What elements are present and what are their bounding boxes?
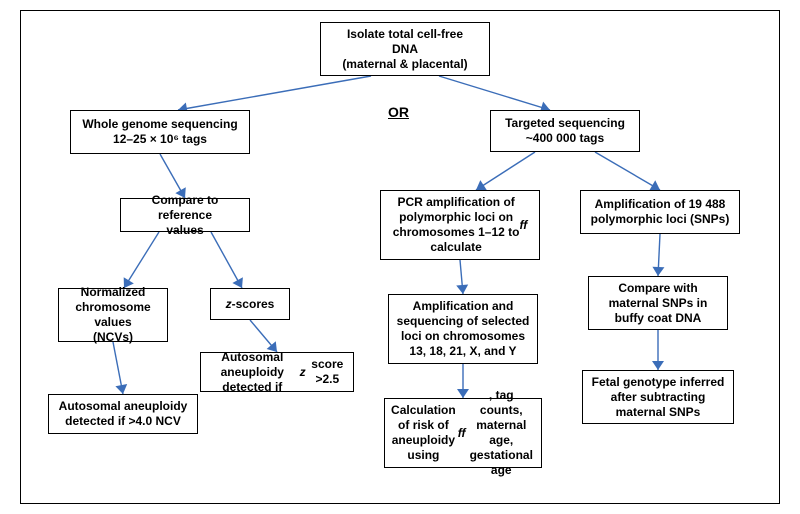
node-root: Isolate total cell-freeDNA(maternal & pl… bbox=[320, 22, 490, 76]
node-calc: Calculation of risk ofaneuploidy using f… bbox=[384, 398, 542, 468]
node-pcr: PCR amplification ofpolymorphic loci onc… bbox=[380, 190, 540, 260]
node-fetal: Fetal genotype inferredafter subtracting… bbox=[582, 370, 734, 424]
node-ncv_out: Autosomal aneuploidydetected if >4.0 NCV bbox=[48, 394, 198, 434]
node-ncv: Normalizedchromosome values(NCVs) bbox=[58, 288, 168, 342]
node-cmp_mat: Compare withmaternal SNPs inbuffy coat D… bbox=[588, 276, 728, 330]
node-wgs: Whole genome sequencing12–25 × 10⁶ tags bbox=[70, 110, 250, 154]
node-zsc: z-scores bbox=[210, 288, 290, 320]
node-cmp: Compare to referencevalues bbox=[120, 198, 250, 232]
node-tgt: Targeted sequencing~400 000 tags bbox=[490, 110, 640, 152]
node-amp19: Amplification of 19 488polymorphic loci … bbox=[580, 190, 740, 234]
or-label: OR bbox=[388, 104, 409, 120]
node-amp_sel: Amplification andsequencing of selectedl… bbox=[388, 294, 538, 364]
node-z_out: Autosomal aneuploidydetected if z score … bbox=[200, 352, 354, 392]
